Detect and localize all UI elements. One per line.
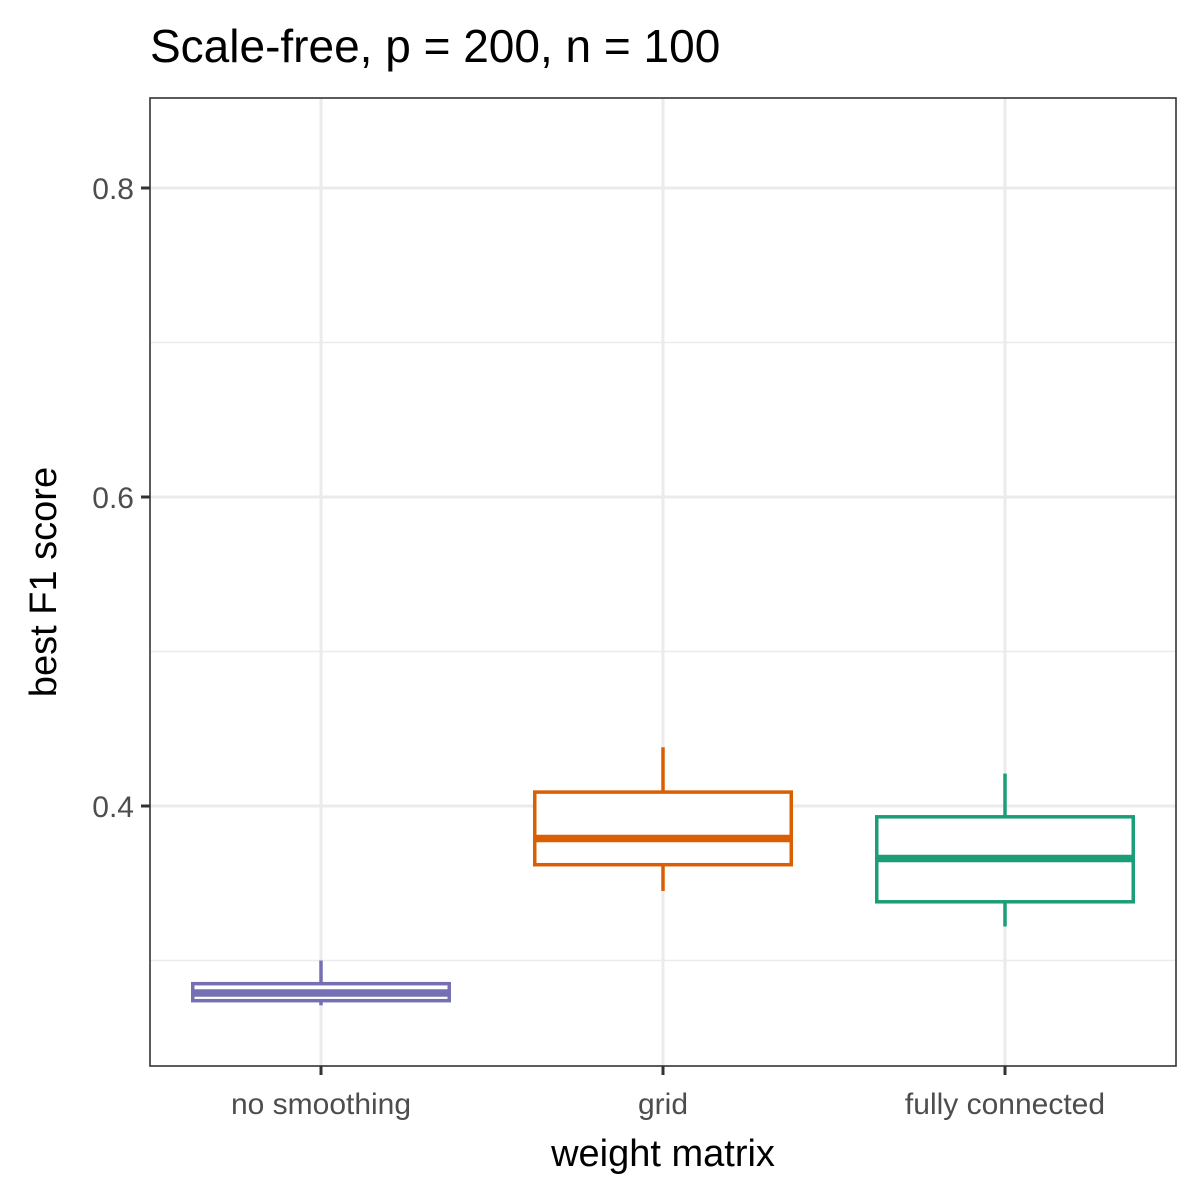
boxplots bbox=[191, 747, 1135, 1006]
x-tick-label: no smoothing bbox=[231, 1088, 411, 1121]
chart-title: Scale-free, p = 200, n = 100 bbox=[150, 20, 720, 72]
y-axis-title: best F1 score bbox=[23, 467, 65, 697]
y-tick-label: 0.8 bbox=[92, 173, 134, 206]
boxplot-fully-connected bbox=[875, 773, 1135, 927]
box-iqr bbox=[533, 790, 793, 867]
x-axis-title: weight matrix bbox=[550, 1133, 775, 1175]
axes: 0.4 0.6 0.8 no smoothing grid fully connected bbox=[92, 173, 1105, 1121]
grid-lines bbox=[150, 98, 1176, 1066]
y-tick-label: 0.6 bbox=[92, 482, 134, 515]
x-tick-label: grid bbox=[638, 1088, 688, 1121]
y-tick-label: 0.4 bbox=[92, 791, 134, 824]
boxplot-no-smoothing bbox=[191, 960, 451, 1006]
x-tick-label: fully connected bbox=[905, 1088, 1105, 1121]
boxplot-grid bbox=[533, 747, 793, 891]
